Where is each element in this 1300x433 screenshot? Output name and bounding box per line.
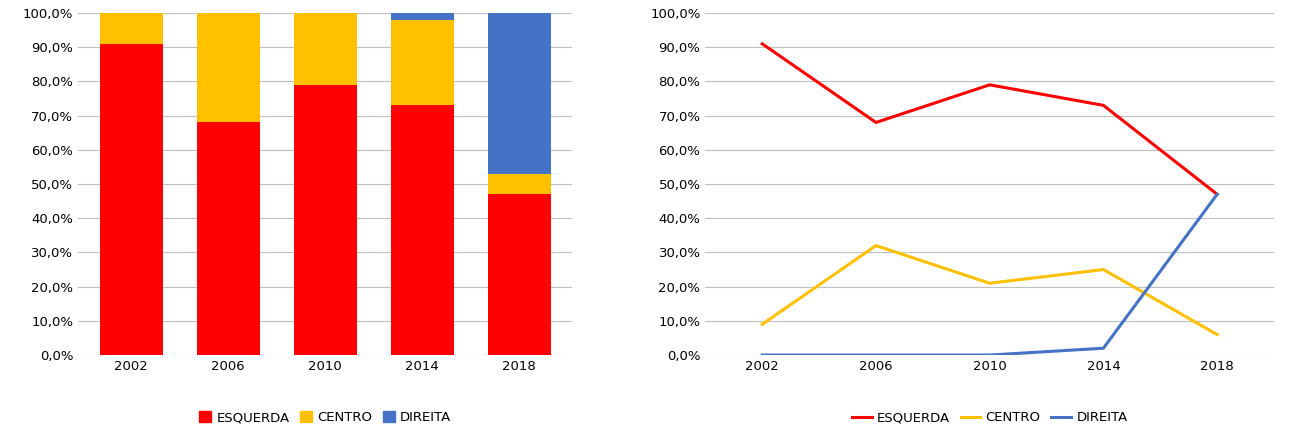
- Bar: [294, 13, 356, 85]
- Line: CENTRO: CENTRO: [762, 246, 1217, 335]
- Bar: [488, 174, 551, 194]
- Line: DIREITA: DIREITA: [762, 194, 1217, 355]
- CENTRO: [868, 243, 884, 248]
- Legend: ESQUERDA, CENTRO, DIREITA: ESQUERDA, CENTRO, DIREITA: [846, 406, 1132, 430]
- Legend: ESQUERDA, CENTRO, DIREITA: ESQUERDA, CENTRO, DIREITA: [194, 406, 456, 430]
- CENTRO: [1096, 267, 1111, 272]
- Bar: [488, 13, 551, 174]
- CENTRO: [982, 281, 997, 286]
- Bar: [294, 85, 356, 355]
- DIREITA: [1096, 346, 1111, 351]
- Bar: [391, 105, 454, 355]
- CENTRO: [1209, 332, 1225, 337]
- Bar: [196, 13, 260, 123]
- ESQUERDA: [982, 82, 997, 87]
- ESQUERDA: [1209, 192, 1225, 197]
- Line: ESQUERDA: ESQUERDA: [762, 44, 1217, 194]
- DIREITA: [754, 352, 770, 358]
- DIREITA: [1209, 192, 1225, 197]
- DIREITA: [982, 352, 997, 358]
- Bar: [488, 194, 551, 355]
- DIREITA: [868, 352, 884, 358]
- ESQUERDA: [868, 120, 884, 125]
- Bar: [391, 20, 454, 105]
- Bar: [100, 44, 162, 355]
- Bar: [100, 13, 162, 44]
- Bar: [196, 123, 260, 355]
- CENTRO: [754, 322, 770, 327]
- ESQUERDA: [754, 41, 770, 46]
- ESQUERDA: [1096, 103, 1111, 108]
- Bar: [391, 13, 454, 20]
